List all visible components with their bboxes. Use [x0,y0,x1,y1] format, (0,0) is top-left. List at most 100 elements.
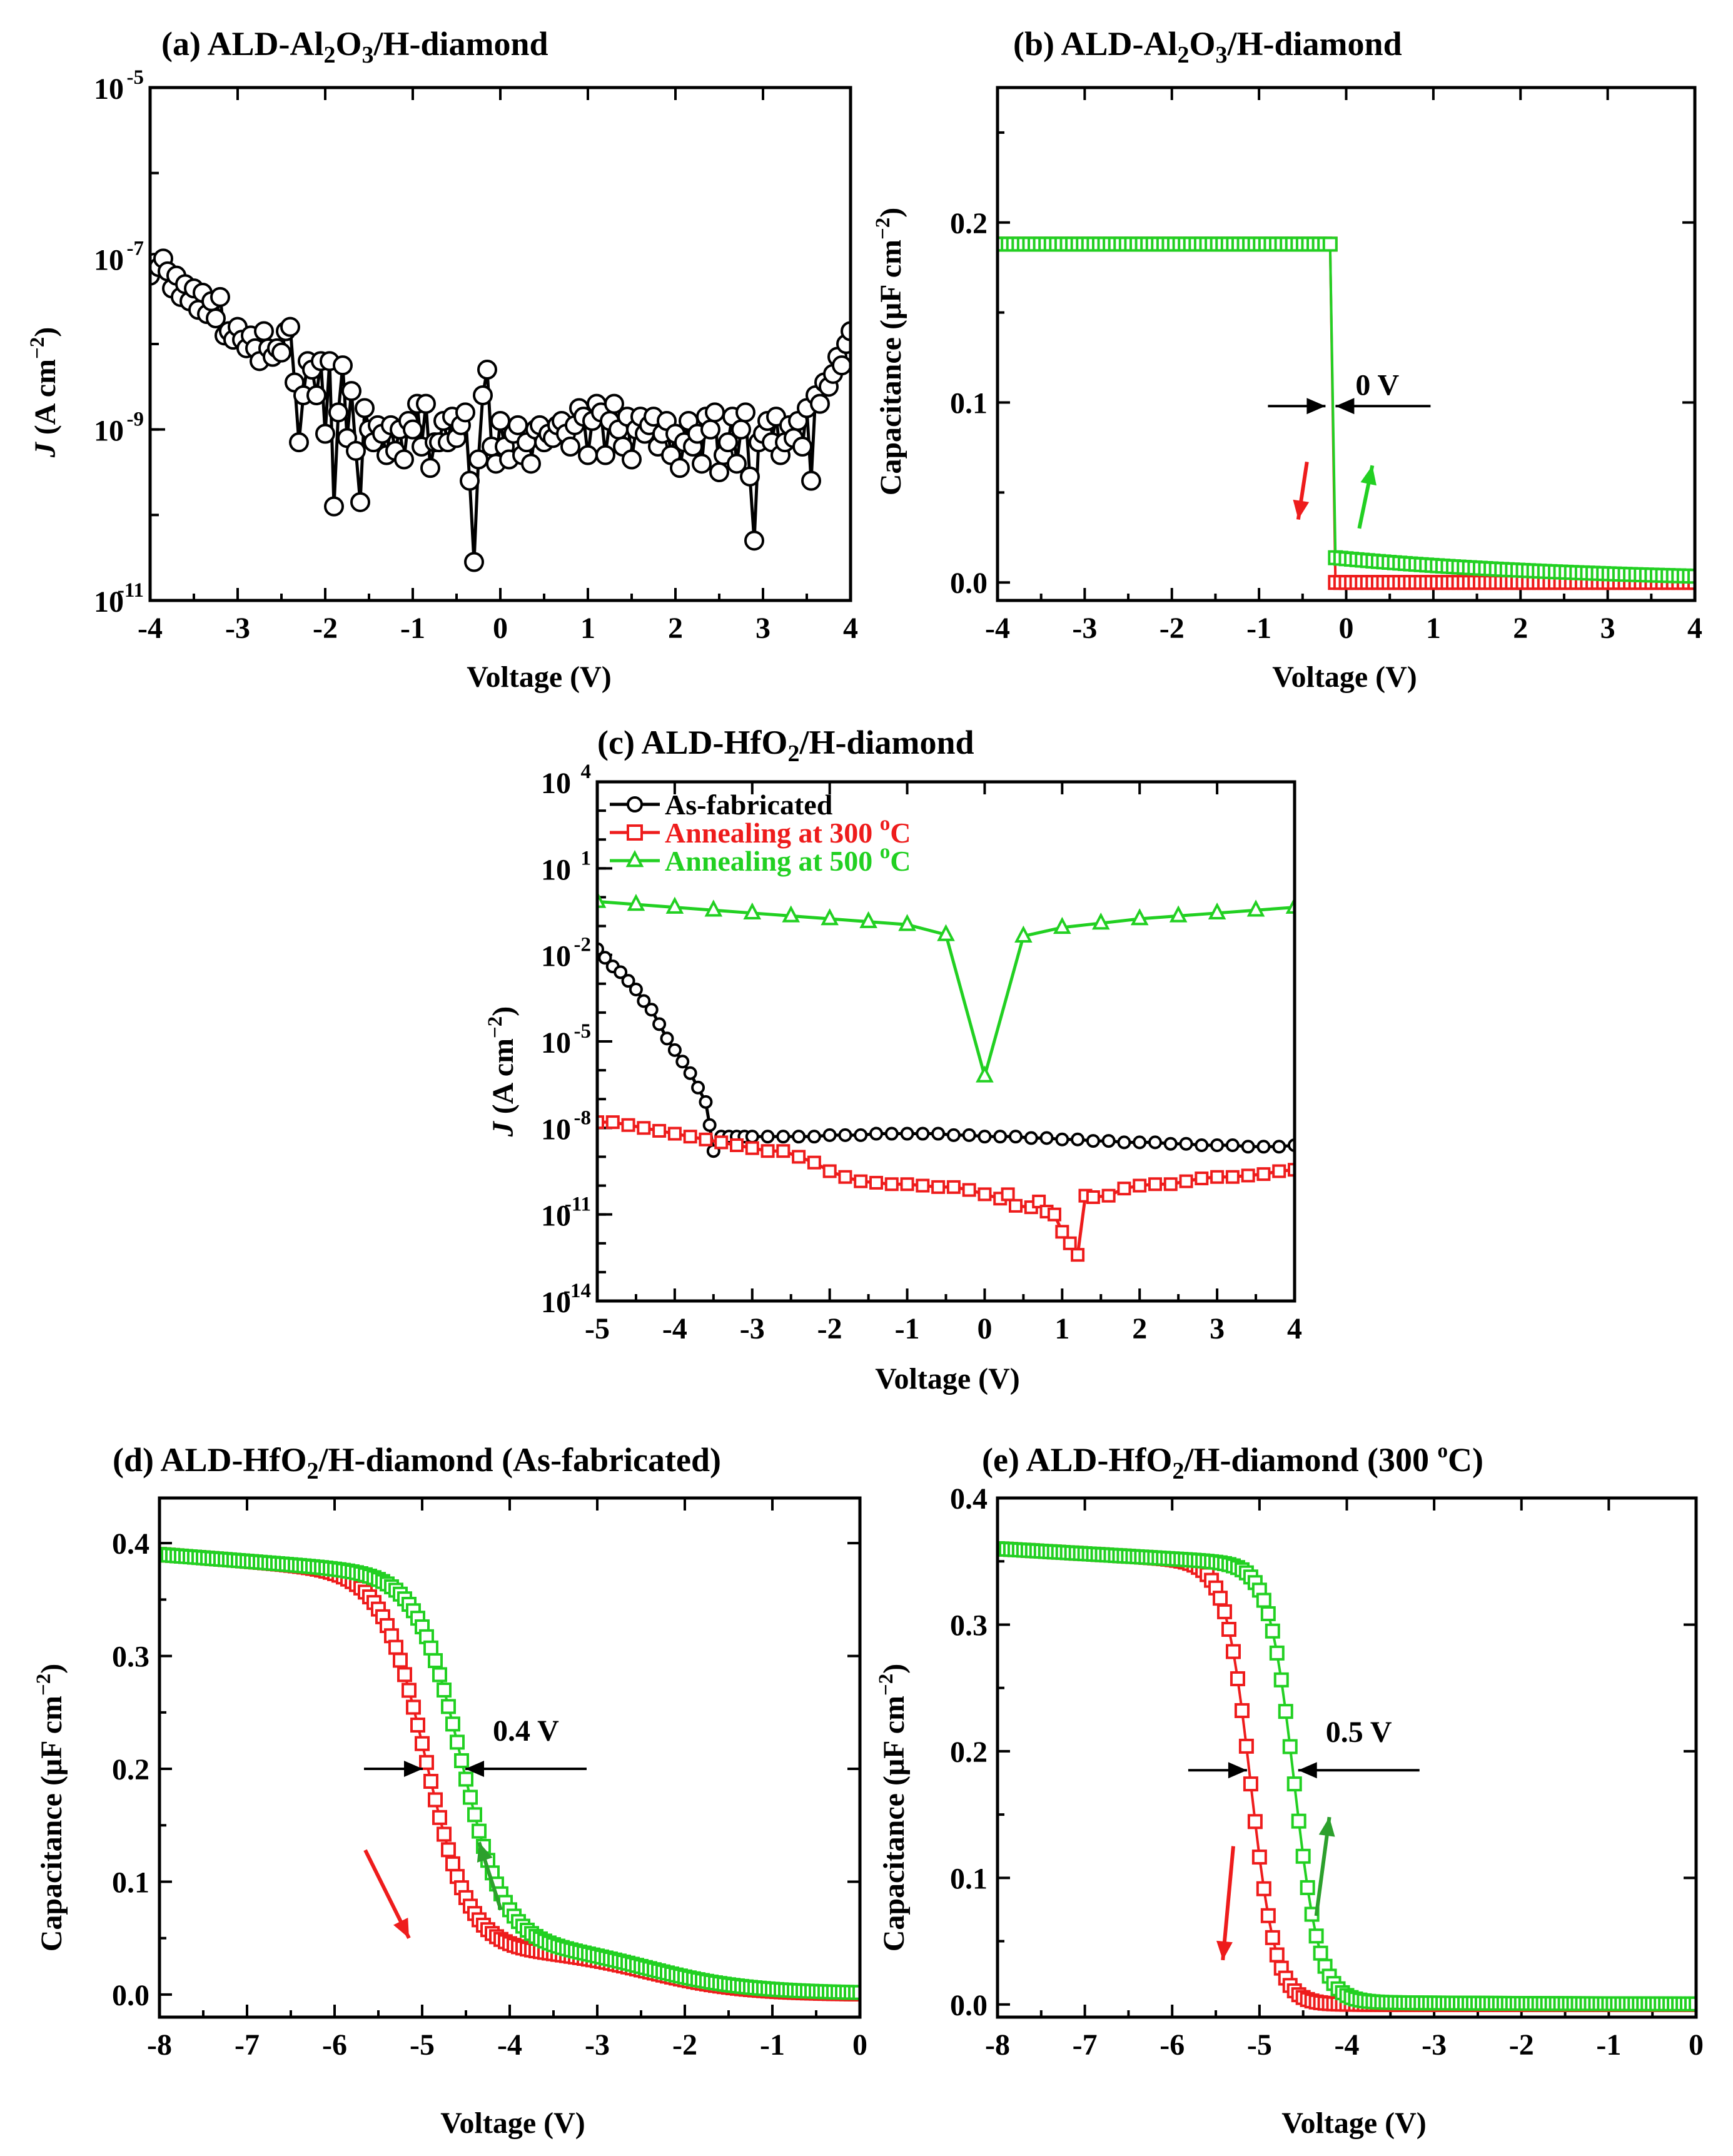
panel-c-series-0-point [776,1130,791,1144]
panel-c-series-0-point [1179,1136,1193,1151]
panel-e-ytick-label: 0.3 [950,1609,988,1642]
panel-d-series-0-point [423,1773,438,1789]
panel-d-down-arrow-head [393,1918,409,1938]
panel-d-ylabel: Capacitance (μF cm−2) [33,1664,68,1952]
panel-c-xtick-label: 2 [1132,1312,1147,1345]
panel-c-title: (c) ALD-HfO2/H-diamond [597,724,974,767]
panel-a-ytick-label: 10 -9 [94,408,144,448]
panel-e-shift-arrow-right [1298,1762,1420,1779]
panel-c-xtick-label: -2 [817,1312,842,1345]
panel-a-series-0-point [810,393,830,414]
panel-d-ytick-label: 0.3 [112,1641,149,1674]
panel-c-series-0-point [644,1003,659,1017]
panel-a-series-0-point [670,458,690,478]
panel-a-series-0-point [324,496,344,517]
panel-d-series-1-point [441,1699,456,1714]
panel-a-series-0-point [271,342,291,363]
panel-a-series-0-point [727,453,747,474]
panel-d-data [159,1547,860,2002]
panel-c-data [597,891,1295,1262]
panel-e-ylabel: Capacitance (μF cm−2) [875,1664,911,1952]
panel-b-xtick-label: 4 [1687,612,1702,645]
panel-a-ylabel: J (A cm−2) [26,327,62,458]
panel-b-xtick-label: -3 [1072,612,1097,645]
panel-a-series-0-point [744,530,764,551]
panel-d-series-0-point [441,1842,456,1858]
panel-e-down-arrow-head [1216,1940,1233,1960]
panel-e-series-1-point [1286,1776,1302,1792]
panel-e-series-0-point [1243,1776,1258,1792]
panel-d-shift-arrow-right-head [465,1761,484,1778]
panel-a-series-0-point [206,308,226,328]
panel-a-series-0-point [280,316,300,337]
panel-b-xtick-label: 2 [1513,612,1528,645]
panel-d-series-1-point [467,1807,482,1823]
panel-d-series-1-point [472,1823,487,1839]
panel-b-series-1-point [1687,569,1695,584]
panel-c-legend-marker [627,824,643,841]
panel-e-series-0-point [1251,1850,1267,1865]
panel-d-series-0-point [393,1652,408,1668]
panel-e-shift-arrow-right-head [1298,1762,1317,1779]
panel-d-plot: -8 -7 -6 -5 -4 -3 -2 -1 0 0.0 0.1 0.2 0.3 0.4 0.4 V [112,1496,867,2062]
panel-c-xtick-label: 3 [1210,1312,1225,1345]
panel-d-series-1-point [445,1716,460,1732]
panel-e-series-0-point [1221,1621,1237,1637]
panel-c-ylabel: J (A cm−2) [484,1006,520,1138]
panel-d-frame [158,1496,862,2019]
panel-e-down-arrow [1216,1846,1235,1961]
panel-a-series-0-point [315,423,335,444]
panel-c-series-1-point [637,1121,651,1135]
panel-c-series-1-point [1148,1177,1162,1192]
panel-d-series-0-point [428,1792,443,1808]
panel-c-series-1-point [884,1177,899,1192]
panel-c-ytick-label: 10 -5 [541,1020,591,1060]
panel-a-xtick-label: -2 [313,612,338,645]
panel-c-legend-marker [627,796,643,812]
panel-b-xtick-label: 1 [1426,612,1441,645]
panel-e-data [998,1541,1696,2012]
panel-c-frame [595,780,1296,1303]
panel-b-ytick-label: 0.0 [950,567,988,600]
panel-c-series-1-point [1225,1170,1240,1184]
panel-a-series-0-point [350,492,370,512]
panel-e-xlabel: Voltage (V) [1281,2107,1427,2140]
panel-c-series-0-point [854,1128,868,1142]
panel-a-series-0-point [254,321,274,342]
panel-e-series-1-line [998,1547,1696,2005]
panel-c-series-0-point [1272,1140,1286,1154]
panel-c-series-1-point [916,1178,930,1193]
panel-e-series-0-point [1238,1738,1254,1754]
panel-e-ytick-label: 0.1 [950,1862,988,1895]
panel-d-series-0-point [432,1809,447,1825]
panel-c-series-1-point [745,1141,759,1155]
panel-c-series-2-point [976,1065,994,1083]
panel-c-series-1-point [807,1155,821,1170]
panel-c-series-0-point [916,1126,930,1141]
panel-e-series-0-point [1217,1604,1233,1619]
panel-c-series-0-point [637,994,651,1008]
panel-d-down-arrow [363,1849,411,1940]
panel-c-series-0-point [702,1118,717,1132]
panel-a-series-0-point [306,385,326,405]
panel-c-legend-marker [625,850,644,868]
panel-c-series-2-point [1169,905,1188,923]
panel-c-ytick-label: 10 -8 [541,1106,591,1146]
panel-e-ytick-label: 0.0 [950,1989,988,2022]
panel-e-series-0-line [998,1547,1696,2006]
panel-c-series-2-point [627,894,645,911]
panel-a-series-0-point [333,355,353,376]
panel-c-series-1-point [597,1115,604,1130]
panel-c-series-1-point [1101,1188,1116,1203]
panel-d-ytick-label: 0.4 [112,1527,149,1561]
panel-e-series-1-point [1313,1945,1328,1961]
panel-c-xtick-label: 4 [1287,1312,1302,1345]
panel-e-series-0-point [1256,1881,1271,1896]
panel-c-series-0-point [1055,1132,1069,1146]
panel-a-series-0-point [604,393,624,414]
panel-a-series-0-point [560,437,580,457]
panel-c-series-1-point [621,1118,635,1132]
panel-e-xtick-label: -8 [985,2028,1010,2062]
panel-d-xtick-label: -3 [585,2028,610,2062]
panel-a-series-0-point [289,432,309,453]
